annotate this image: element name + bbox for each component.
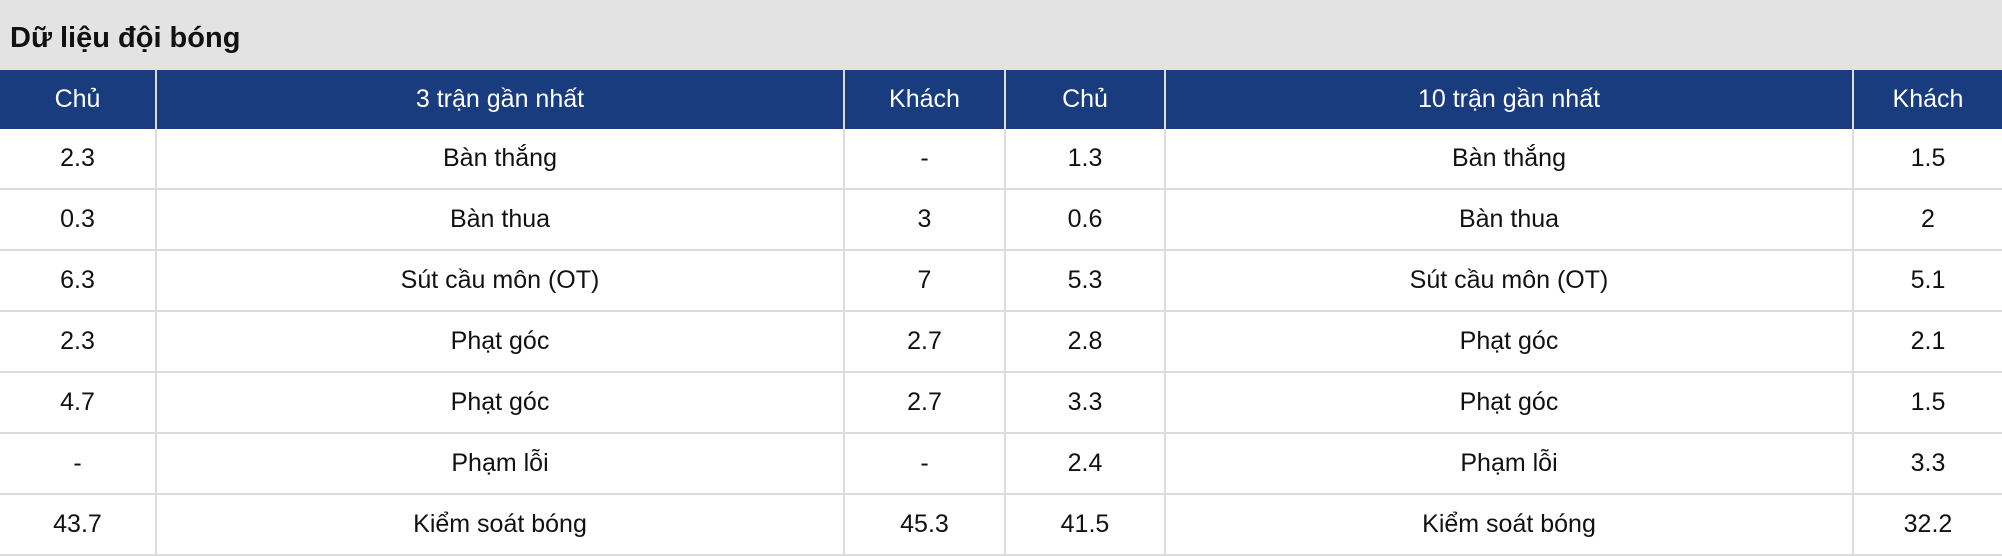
table-row: 4.7 Phạt góc 2.7 3.3 Phạt góc 1.5 <box>0 372 2002 434</box>
home-value-10: 5.3 <box>1004 250 1165 312</box>
away-value-10: 32.2 <box>1852 494 2002 556</box>
stat-label: Sút cầu môn (OT) <box>1164 250 1853 312</box>
home-header: Chủ <box>0 70 156 129</box>
home-value-3: 2.3 <box>0 311 156 373</box>
stat-label: Phạt góc <box>155 311 844 373</box>
away-value-10: 5.1 <box>1852 250 2002 312</box>
away-value-10: 3.3 <box>1852 433 2002 495</box>
home-value-3: - <box>0 433 156 495</box>
table-row: - Phạm lỗi -2.4 Phạm lỗi 3.3 <box>0 433 2002 495</box>
away-value-3: - <box>843 433 1005 495</box>
away-value-10: 1.5 <box>1852 129 2002 190</box>
home-value-10: 3.3 <box>1004 372 1165 434</box>
last-10-header: 10 trận gần nhất <box>1164 70 1853 129</box>
table-row: 6.3 Sút cầu môn (OT) 7 5.3 Sút cầu môn (OT) 5… <box>0 250 2002 312</box>
stat-label: Phạm lỗi <box>155 433 844 495</box>
away-value-3: - <box>843 129 1005 190</box>
stat-label: Bàn thắng <box>1164 129 1853 190</box>
away-header: Khách <box>1852 70 2002 129</box>
home-value-3: 4.7 <box>0 372 156 434</box>
stat-label: Phạt góc <box>155 372 844 434</box>
stat-label: Bàn thua <box>1164 189 1853 251</box>
home-value-3: 6.3 <box>0 250 156 312</box>
away-value-10: 2 <box>1852 189 2002 251</box>
stat-label: Phạt góc <box>1164 372 1853 434</box>
stat-label: Phạt góc <box>1164 311 1853 373</box>
away-value-10: 1.5 <box>1852 372 2002 434</box>
stat-label: Kiểm soát bóng <box>1164 494 1853 556</box>
away-header: Khách <box>843 70 1005 129</box>
home-value-10: 0.6 <box>1004 189 1165 251</box>
table-row: 2.3 Phạt góc 2.7 2.8 Phạt góc 2.1 <box>0 311 2002 373</box>
home-value-3: 43.7 <box>0 494 156 556</box>
away-value-3: 2.7 <box>843 372 1005 434</box>
home-value-3: 2.3 <box>0 129 156 190</box>
stat-label: Sút cầu môn (OT) <box>155 250 844 312</box>
home-value-10: 2.8 <box>1004 311 1165 373</box>
home-value-3: 0.3 <box>0 189 156 251</box>
away-value-3: 3 <box>843 189 1005 251</box>
home-value-10: 2.4 <box>1004 433 1165 495</box>
stat-label: Bàn thua <box>155 189 844 251</box>
home-value-10: 41.5 <box>1004 494 1165 556</box>
section-title: Dữ liệu đội bóng <box>0 0 2002 70</box>
stat-label: Bàn thắng <box>155 129 844 190</box>
away-value-3: 2.7 <box>843 311 1005 373</box>
away-value-3: 7 <box>843 250 1005 312</box>
away-value-10: 2.1 <box>1852 311 2002 373</box>
table-row: 2.3 Bàn thắng -1.3 Bàn thắng 1.5 <box>0 129 2002 190</box>
team-stats-table: Chủ 3 trận gần nhất Khách Chủ 10 trận gần nh… <box>0 70 2002 556</box>
table-row: 43.7 Kiểm soát bóng 45.3 41.5 Kiểm soát bóng… <box>0 494 2002 556</box>
home-header: Chủ <box>1004 70 1165 129</box>
last-3-header: 3 trận gần nhất <box>155 70 844 129</box>
away-value-3: 45.3 <box>843 494 1005 556</box>
stat-label: Kiểm soát bóng <box>155 494 844 556</box>
table-row: 0.3 Bàn thua 3 0.6 Bàn thua 2 <box>0 189 2002 251</box>
home-value-10: 1.3 <box>1004 129 1165 190</box>
header-row: Chủ 3 trận gần nhất Khách Chủ 10 trận gần nh… <box>0 70 2002 129</box>
stat-label: Phạm lỗi <box>1164 433 1853 495</box>
